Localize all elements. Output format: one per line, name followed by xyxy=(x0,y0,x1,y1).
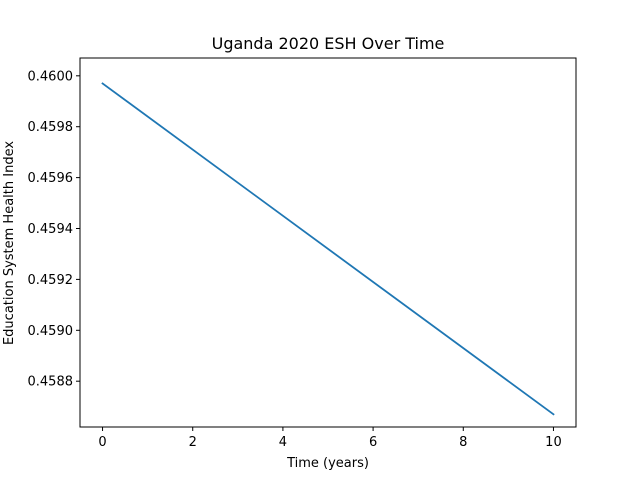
y-tick-label: 0.4598 xyxy=(28,120,74,135)
series-layer xyxy=(101,82,555,416)
x-tick-label: 6 xyxy=(369,435,377,450)
x-tick-label: 2 xyxy=(189,435,197,450)
y-tick-label: 0.4596 xyxy=(28,171,74,186)
y-axis-ticks: 0.4588 0.4590 0.4592 0.4594 0.4596 0.4598 0.46… xyxy=(28,69,80,390)
x-tick-label: 4 xyxy=(279,435,287,450)
y-tick-label: 0.4594 xyxy=(28,222,74,237)
plot-area xyxy=(79,57,577,428)
x-axis-label: Time (years) xyxy=(286,456,369,471)
x-tick-label: 0 xyxy=(98,435,106,450)
x-tick-label: 8 xyxy=(459,435,467,450)
plot-frame xyxy=(79,57,577,428)
chart-title: Uganda 2020 ESH Over Time xyxy=(212,34,445,53)
y-tick-label: 0.4590 xyxy=(28,324,74,339)
y-tick-label: 0.4592 xyxy=(28,273,74,288)
y-axis-label: Education System Health Index xyxy=(2,141,17,345)
x-axis-ticks: 0 2 4 6 8 10 xyxy=(98,427,562,450)
y-tick-label: 0.4600 xyxy=(28,69,74,84)
series-line xyxy=(101,82,555,416)
x-tick-label: 10 xyxy=(545,435,562,450)
y-tick-label: 0.4588 xyxy=(28,375,74,390)
